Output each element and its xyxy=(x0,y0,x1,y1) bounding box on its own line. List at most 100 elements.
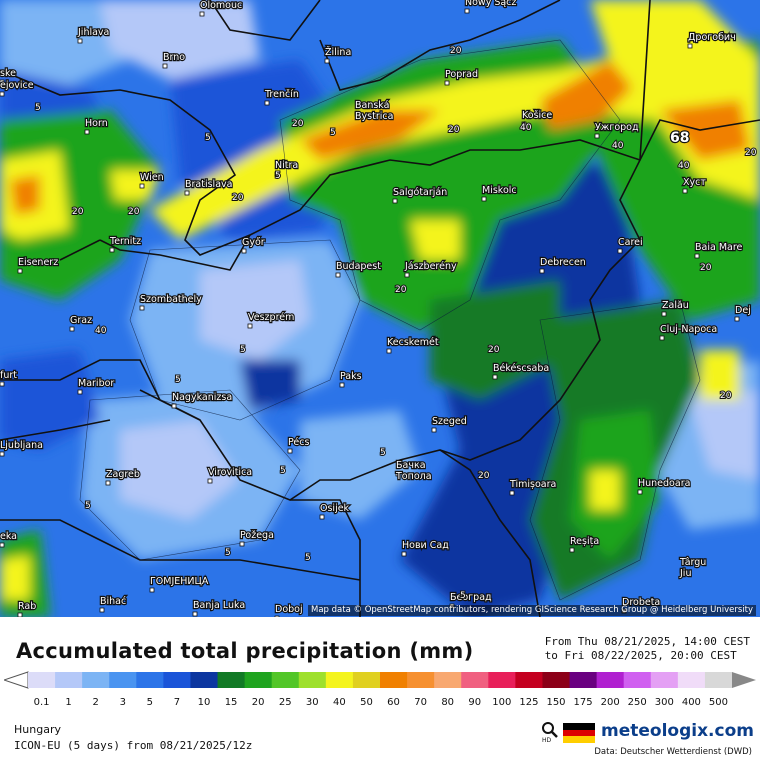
city-marker xyxy=(392,198,398,204)
contour-value: 20 xyxy=(488,345,500,355)
legend-label: 5 xyxy=(146,697,154,708)
legend-swatch xyxy=(515,672,543,688)
city-marker xyxy=(0,91,5,97)
city-marker xyxy=(339,382,345,388)
city-label: Bihać xyxy=(100,596,126,607)
legend-swatch xyxy=(55,672,83,688)
city-label: Banská Bystrica xyxy=(355,100,393,122)
city-marker xyxy=(661,311,667,317)
legend-label: 100 xyxy=(492,697,512,708)
legend-swatch xyxy=(244,672,273,688)
legend-swatch xyxy=(677,672,706,688)
city-marker xyxy=(734,316,740,322)
city-marker xyxy=(105,480,111,486)
contour-value: 40 xyxy=(678,161,690,171)
city-label: Graz xyxy=(70,315,92,326)
legend-swatch xyxy=(109,672,137,688)
country-borders xyxy=(0,0,760,617)
contour-value: 20 xyxy=(395,285,407,295)
legend-label: 500 xyxy=(708,697,728,708)
city-label: furt xyxy=(0,370,17,381)
contour-value: 5 xyxy=(35,103,41,113)
city-label: Kecskemét xyxy=(387,337,439,348)
legend-label: 50 xyxy=(360,697,373,708)
brand-name[interactable]: meteologix.com xyxy=(601,721,754,741)
max-value-label: 68 xyxy=(670,130,689,146)
city-label: Salgótarján xyxy=(393,187,447,198)
legend-swatch xyxy=(650,672,679,688)
city-label: Žilina xyxy=(325,46,351,58)
city-marker xyxy=(241,248,247,254)
city-marker xyxy=(264,100,270,106)
contour-value: 40 xyxy=(95,326,107,336)
footer-panel: Accumulated total precipitation (mm) Fro… xyxy=(0,617,760,760)
city-marker xyxy=(324,58,330,64)
city-label: Nagykanizsa xyxy=(172,392,232,403)
legend-label: 2 xyxy=(92,697,99,708)
city-label: Trenčín xyxy=(264,89,299,100)
city-label: Хуст xyxy=(683,177,706,188)
svg-text:HD: HD xyxy=(542,737,552,743)
city-label: Horn xyxy=(85,118,108,129)
contour-value: 20 xyxy=(478,471,490,481)
legend-swatch xyxy=(596,672,625,688)
city-label: Eisenerz xyxy=(18,257,58,268)
contour-value: 5 xyxy=(330,128,336,138)
legend-label: 30 xyxy=(305,697,319,708)
city-label: Ternitz xyxy=(109,236,141,247)
precipitation-map[interactable]: Olomouc Nowy Sącz Дрогобич Jihlava Brno Žilin… xyxy=(0,0,760,617)
city-label: Olomouc xyxy=(200,0,242,11)
legend-swatch xyxy=(298,672,327,688)
city-marker xyxy=(569,547,575,553)
city-marker xyxy=(139,183,145,189)
legend-swatch xyxy=(542,672,571,688)
city-marker xyxy=(77,389,83,395)
legend-label: 70 xyxy=(414,697,427,708)
forecast-period: From Thu 08/21/2025, 14:00 CEST to Fri 0… xyxy=(545,635,750,663)
contour-value: 20 xyxy=(232,193,244,203)
legend-swatch xyxy=(352,672,381,688)
contour-value: 20 xyxy=(720,391,732,401)
city-label: Бачка Топола xyxy=(395,460,432,482)
city-marker xyxy=(354,111,360,117)
contour-value: 5 xyxy=(280,466,286,476)
legend-label: 400 xyxy=(681,697,701,708)
legend-swatch xyxy=(569,672,598,688)
contour-value: 5 xyxy=(175,375,181,385)
city-label: ГОМЈЕНИЦА xyxy=(150,576,209,587)
city-label: Београд xyxy=(450,592,492,603)
period-to: to Fri 08/22/2025, 20:00 CEST xyxy=(544,649,737,662)
city-label: Wien xyxy=(140,172,164,183)
hd-zoom-icon[interactable]: HD xyxy=(541,721,559,743)
brand-area: HD meteologix.com xyxy=(541,721,756,745)
contour-value: 20 xyxy=(292,119,304,129)
city-marker xyxy=(0,79,5,85)
contour-value: 5 xyxy=(240,345,246,355)
city-label: Pécs xyxy=(288,437,309,448)
city-marker xyxy=(287,448,293,454)
city-label: Târgu Jiu xyxy=(679,557,706,579)
legend-arrow-right xyxy=(732,672,756,688)
contour-value: 40 xyxy=(612,141,624,151)
map-attribution[interactable]: Map data © OpenStreetMap contributors, r… xyxy=(308,605,756,616)
contour-value: 5 xyxy=(460,591,466,601)
contour-value: 20 xyxy=(72,207,84,217)
contour-value: 20 xyxy=(450,46,462,56)
city-marker xyxy=(0,451,5,457)
city-marker xyxy=(0,542,5,548)
legend-swatch xyxy=(217,672,246,688)
city-marker xyxy=(77,38,83,44)
city-marker xyxy=(99,607,105,613)
contour-value: 5 xyxy=(85,501,91,511)
legend-swatch xyxy=(623,672,652,688)
legend-label: 60 xyxy=(387,697,400,708)
german-flag-icon xyxy=(563,723,595,743)
legend-label: 200 xyxy=(600,697,620,708)
legend-labels: 0.1 1 2 3 5 7 10 15 20 25 30 40 50 60 70 80 90 100 125 150 1… xyxy=(0,697,760,711)
city-marker xyxy=(17,612,23,617)
city-marker xyxy=(481,196,487,202)
region-label: Hungary xyxy=(14,723,61,736)
city-label: Bratislava xyxy=(185,179,232,190)
legend-swatch xyxy=(461,672,489,688)
city-label: Poprad xyxy=(445,69,478,80)
